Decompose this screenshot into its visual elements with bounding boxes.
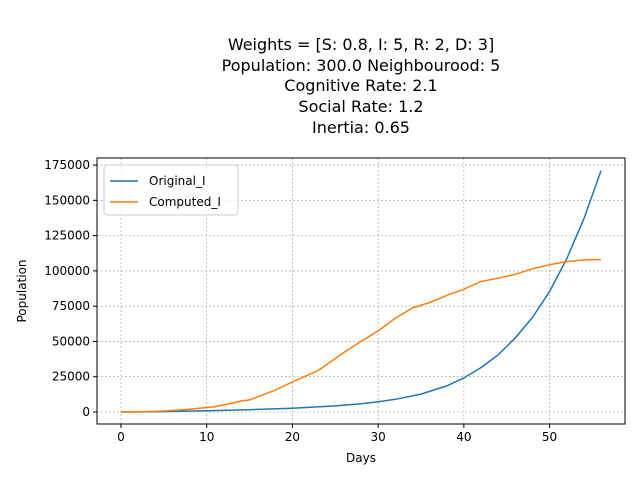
y-tick-label: 100000 <box>44 264 90 278</box>
y-tick-label: 125000 <box>44 229 90 243</box>
y-tick-label: 0 <box>82 405 90 419</box>
legend: Original_I Computed_I <box>103 164 239 216</box>
x-axis-label: Days <box>346 451 376 465</box>
series-line-original-i <box>120 170 602 413</box>
series-group <box>120 170 602 413</box>
x-tick-label: 40 <box>456 430 471 444</box>
series-line-computed-i <box>120 258 601 413</box>
x-axis-ticks: 0 10 20 30 40 50 <box>117 424 557 444</box>
x-tick-label: 50 <box>542 430 557 444</box>
x-tick-label: 10 <box>199 430 214 444</box>
y-axis-label: Population <box>15 259 29 322</box>
title-line-3: Cognitive Rate: 2.1 <box>284 76 437 95</box>
y-tick-label: 150000 <box>44 193 90 207</box>
y-tick-label: 175000 <box>44 158 90 172</box>
title-line-2: Population: 300.0 Neighbourood: 5 <box>222 56 501 75</box>
plot-frame <box>96 157 626 425</box>
title-line-4: Social Rate: 1.2 <box>298 97 423 116</box>
x-tick-label: 20 <box>285 430 300 444</box>
title-line-1: Weights = [S: 0.8, I: 5, R: 2, D: 3] <box>228 35 494 54</box>
y-tick-label: 25000 <box>52 370 90 384</box>
legend-label-original-i: Original_I <box>149 174 206 188</box>
y-tick-label: 75000 <box>52 299 90 313</box>
x-tick-label: 30 <box>371 430 386 444</box>
x-tick-label: 0 <box>117 430 125 444</box>
legend-label-computed-i: Computed_I <box>149 195 221 209</box>
y-tick-label: 50000 <box>52 334 90 348</box>
chart-title: Weights = [S: 0.8, I: 5, R: 2, D: 3] Pop… <box>222 35 501 137</box>
title-line-5: Inertia: 0.65 <box>312 118 410 137</box>
y-axis-ticks: 0 25000 50000 75000 100000 125000 150000 175000 <box>44 158 97 419</box>
